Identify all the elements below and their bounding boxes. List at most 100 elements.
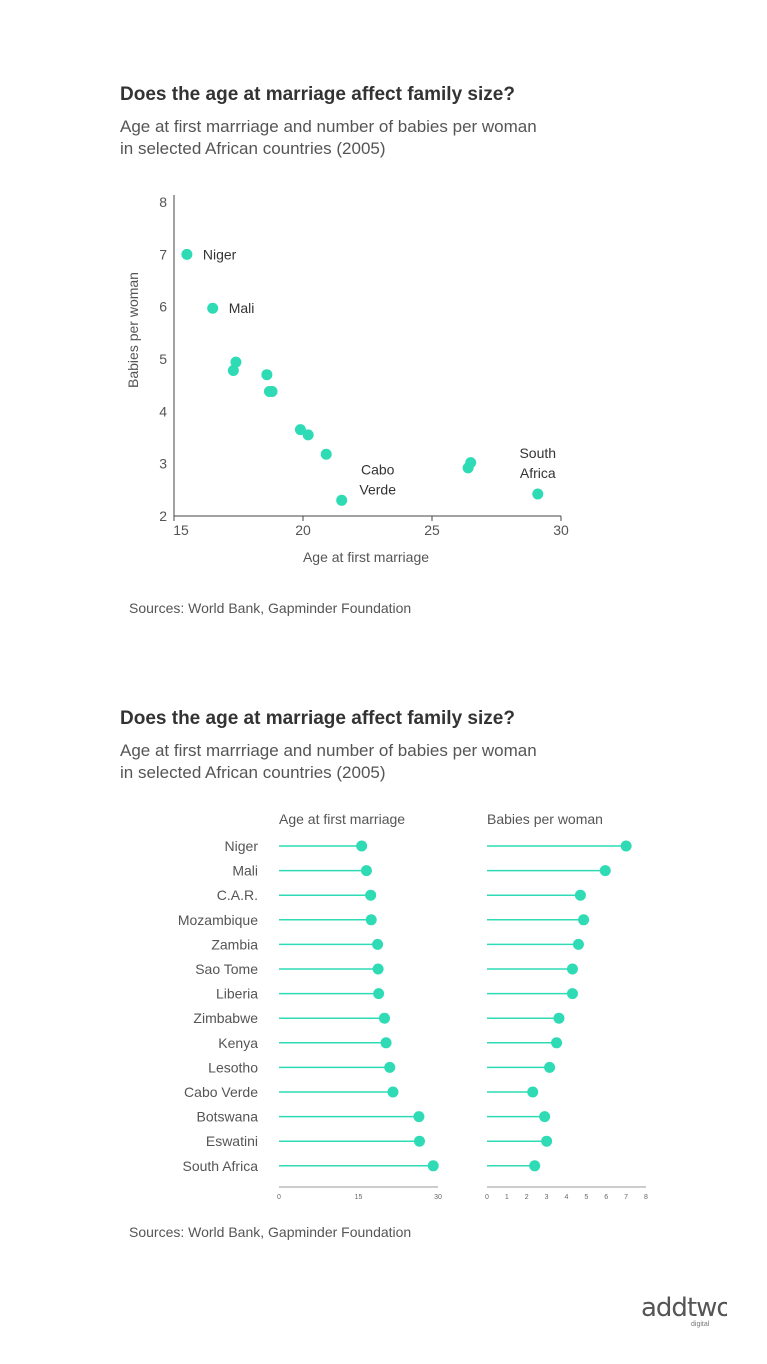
y-tick-label: 5 <box>159 351 167 367</box>
chart2-subtitle-line1: Age at first marrriage and number of bab… <box>120 741 537 760</box>
panel-title: Age at first marriage <box>279 811 405 827</box>
lollipop-dot <box>551 1037 563 1049</box>
lollipop-dot <box>372 963 384 975</box>
lollipop-dot <box>365 889 377 901</box>
lollipop-dot <box>387 1086 399 1098</box>
scatter-point <box>181 248 193 260</box>
scatter-point <box>266 385 278 397</box>
y-tick-label: 3 <box>159 456 167 472</box>
row-label: Liberia <box>216 986 258 1002</box>
panel-tick-label: 5 <box>584 1194 588 1201</box>
x-axis-label: Age at first marriage <box>303 549 429 565</box>
point-annotation: Africa <box>520 465 556 481</box>
lollipop-dot <box>373 988 385 1000</box>
scatter-point <box>336 494 348 506</box>
lollipop-dot <box>541 1135 553 1147</box>
y-tick-label: 4 <box>159 403 167 419</box>
chart1-source: Sources: World Bank, Gapminder Foundatio… <box>129 600 412 616</box>
lollipop-dot <box>599 865 611 877</box>
panel-tick-label: 6 <box>604 1194 608 1201</box>
scatter-chart: 2 3 4 5 6 7 8 15 20 25 30 Age at first marriage Babi… <box>125 194 569 565</box>
row-label: Kenya <box>218 1035 258 1051</box>
lollipop-dot <box>413 1135 425 1147</box>
x-tick-label: 30 <box>553 522 569 538</box>
lollipop-dot <box>380 1037 392 1049</box>
lollipop-dot <box>527 1086 539 1098</box>
panel-tick-label: 15 <box>355 1194 363 1201</box>
lollipop-dot <box>544 1061 556 1073</box>
panel-tick-label: 4 <box>565 1194 569 1201</box>
row-label: South Africa <box>183 1158 259 1174</box>
chart2-subtitle-line2: in selected African countries (2005) <box>120 763 386 782</box>
chart2-source: Sources: World Bank, Gapminder Foundatio… <box>129 1224 412 1240</box>
lollipop-dot <box>360 865 372 877</box>
lollipop-dot <box>539 1111 551 1123</box>
scatter-point <box>261 369 273 381</box>
lollipop-dot <box>566 988 578 1000</box>
scatter-point <box>320 448 332 460</box>
chart1-subtitle-line2: in selected African countries (2005) <box>120 139 386 158</box>
row-label: C.A.R. <box>217 887 258 903</box>
panel-title: Babies per woman <box>487 811 603 827</box>
row-label: Mozambique <box>178 912 258 928</box>
addtwo-logo-mark: addtwo digital <box>641 1293 732 1328</box>
panel-tick-label: 0 <box>277 1194 281 1201</box>
panel-tick-label: 3 <box>545 1194 549 1201</box>
scatter-point <box>227 365 239 377</box>
scatter-point <box>532 488 544 500</box>
row-label: Zimbabwe <box>193 1010 258 1026</box>
lollipop-dot <box>384 1061 396 1073</box>
chart1-subtitle: Age at first marrriage and number of bab… <box>120 116 640 160</box>
x-tick-label: 25 <box>424 522 440 538</box>
lollipop-dot <box>572 938 584 950</box>
lollipop-dot <box>372 938 384 950</box>
row-label: Cabo Verde <box>184 1084 258 1100</box>
row-label: Sao Tome <box>195 961 258 977</box>
lollipop-dot <box>427 1160 439 1172</box>
lollipop-dot <box>378 1012 390 1024</box>
point-annotation: Cabo <box>361 461 395 477</box>
logo-text: addtwo <box>641 1293 727 1323</box>
scatter-point <box>294 424 306 436</box>
scatter-point <box>302 429 314 441</box>
lollipop-dot <box>574 889 586 901</box>
x-tick-label: 15 <box>173 522 189 538</box>
panel-tick-label: 8 <box>644 1194 648 1201</box>
row-label: Botswana <box>197 1109 259 1125</box>
lollipop-dot <box>365 914 377 926</box>
lollipop-dot <box>529 1160 541 1172</box>
lollipop-dot <box>578 914 590 926</box>
y-tick-label: 8 <box>159 194 167 210</box>
lollipop-dot <box>566 963 578 975</box>
point-annotation: Verde <box>359 481 396 497</box>
logo-subtext: digital <box>691 1321 710 1328</box>
chart2-title: Does the age at marriage affect family s… <box>120 708 515 729</box>
row-label: Mali <box>232 863 258 879</box>
panel-tick-label: 2 <box>525 1194 529 1201</box>
lollipop-dot <box>553 1012 565 1024</box>
row-label: Eswatini <box>206 1133 258 1149</box>
point-annotation: Niger <box>203 246 237 262</box>
point-annotation: South <box>519 445 556 461</box>
point-annotation: Mali <box>229 300 255 316</box>
panel-tick-label: 7 <box>624 1194 628 1201</box>
scatter-point <box>230 356 242 368</box>
lollipop-dot <box>356 840 368 852</box>
panel-tick-label: 0 <box>485 1194 489 1201</box>
addtwo-logo: addtwo digital <box>641 1290 732 1330</box>
row-label: Zambia <box>211 936 258 952</box>
row-label: Lesotho <box>208 1059 258 1075</box>
panel-tick-label: 30 <box>434 1194 442 1201</box>
x-tick-label: 20 <box>295 522 311 538</box>
lollipop-dot <box>413 1111 425 1123</box>
row-label: Niger <box>225 838 259 854</box>
scatter-point <box>207 302 219 314</box>
scatter-point <box>465 457 477 469</box>
panel-tick-label: 1 <box>505 1194 509 1201</box>
chart1-subtitle-line1: Age at first marrriage and number of bab… <box>120 117 537 136</box>
y-tick-label: 2 <box>159 508 167 524</box>
y-axis-label: Babies per woman <box>125 272 141 388</box>
y-tick-label: 6 <box>159 299 167 315</box>
lollipop-dot <box>620 840 632 852</box>
